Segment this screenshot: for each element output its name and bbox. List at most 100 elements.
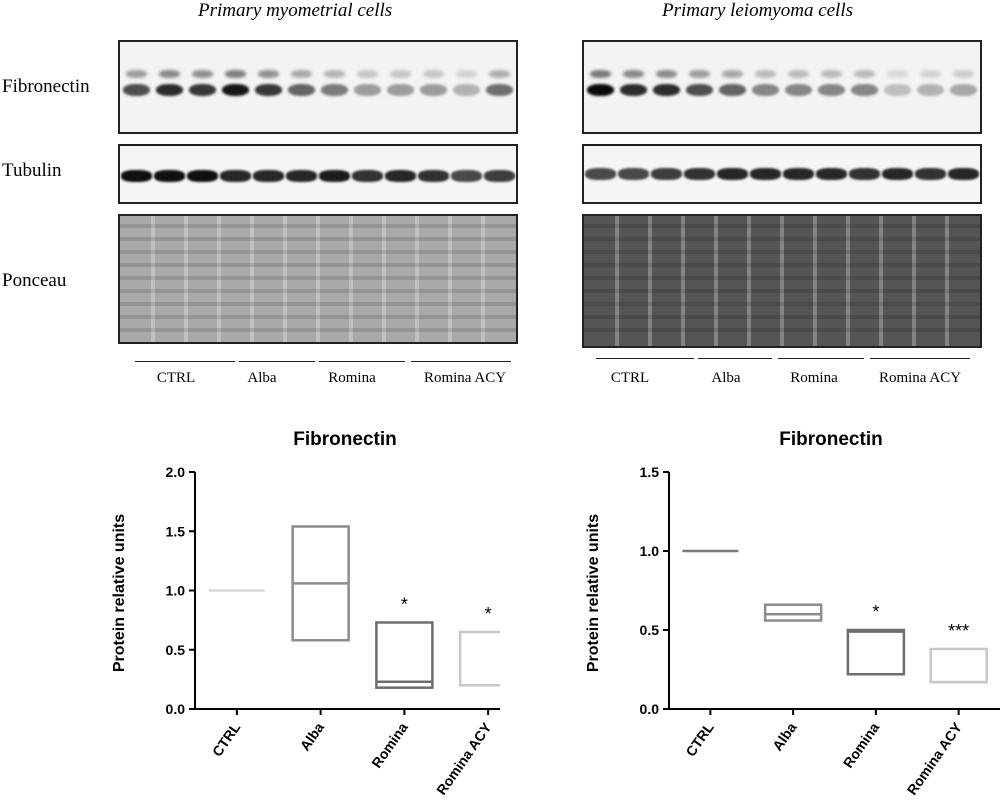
blot-band bbox=[882, 168, 913, 180]
blot-band-faint bbox=[291, 70, 312, 78]
y-tick-label: 0.5 bbox=[640, 622, 660, 638]
blot-band bbox=[651, 168, 682, 180]
lane-divider bbox=[448, 216, 452, 342]
x-tick-label: Romina bbox=[368, 719, 411, 770]
lane-divider bbox=[250, 216, 254, 342]
blot-band-faint bbox=[590, 70, 611, 78]
blot-band-faint bbox=[689, 70, 710, 78]
fibronectin-blot-myometrial bbox=[118, 40, 518, 134]
y-tick-label: 1.0 bbox=[166, 583, 186, 599]
blot-band bbox=[222, 84, 249, 96]
blot-band bbox=[585, 168, 616, 180]
blot-band bbox=[752, 84, 779, 96]
lane-divider bbox=[714, 216, 718, 346]
blot-band-faint bbox=[324, 70, 345, 78]
blot-band bbox=[354, 84, 381, 96]
protein-band bbox=[584, 302, 980, 306]
lane-divider bbox=[316, 216, 320, 342]
significance-marker: *** bbox=[948, 621, 969, 641]
protein-band bbox=[120, 224, 516, 228]
blot-band-faint bbox=[126, 70, 147, 78]
blot-band-faint bbox=[854, 70, 875, 78]
blot-band bbox=[220, 170, 251, 182]
blot-band-faint bbox=[423, 70, 444, 78]
protein-band bbox=[584, 328, 980, 332]
box bbox=[763, 603, 823, 622]
blot-band bbox=[286, 170, 317, 182]
blot-band-faint bbox=[225, 70, 246, 78]
row-label-tubulin: Tubulin bbox=[2, 160, 62, 181]
blot-band bbox=[620, 84, 647, 96]
protein-band bbox=[120, 250, 516, 254]
x-tick-label: Romina ACY bbox=[433, 719, 495, 798]
x-tick-label: CTRL bbox=[682, 719, 717, 759]
blot-band bbox=[451, 170, 482, 182]
chart-title: Fibronectin bbox=[293, 429, 396, 450]
box bbox=[846, 628, 906, 676]
row-label-fibronectin: Fibronectin bbox=[2, 76, 90, 97]
lane-divider bbox=[780, 216, 784, 346]
lane-divider bbox=[813, 216, 817, 346]
protein-band bbox=[584, 224, 980, 228]
box bbox=[929, 647, 988, 684]
lane-divider bbox=[648, 216, 652, 346]
ponceau-blot-myometrial bbox=[118, 214, 518, 344]
protein-band bbox=[120, 276, 516, 280]
tubulin-blot-leiomyoma bbox=[582, 144, 982, 204]
protein-band bbox=[584, 250, 980, 254]
blot-band-faint bbox=[390, 70, 411, 78]
x-tick-label: Romina bbox=[840, 719, 883, 770]
blot-band-faint bbox=[489, 70, 510, 78]
blot-band bbox=[319, 170, 350, 182]
blot-band bbox=[187, 170, 218, 182]
y-tick-label: 2.0 bbox=[166, 464, 186, 480]
lane-divider bbox=[879, 216, 883, 346]
blot-band bbox=[653, 84, 680, 96]
blot-band bbox=[121, 170, 152, 182]
blot-band bbox=[750, 168, 781, 180]
blot-band-faint bbox=[656, 70, 677, 78]
blot-title-leiomyoma: Primary leiomyoma cells bbox=[662, 0, 854, 21]
protein-band bbox=[120, 328, 516, 332]
group-line bbox=[698, 358, 772, 359]
lane-divider bbox=[912, 216, 916, 346]
blot-band bbox=[785, 84, 812, 96]
lane-group-label: Alba bbox=[711, 370, 741, 386]
protein-band bbox=[584, 276, 980, 280]
significance-marker: * bbox=[485, 604, 492, 624]
blot-band bbox=[851, 84, 878, 96]
blot-band bbox=[288, 84, 315, 96]
group-line bbox=[870, 358, 970, 359]
blot-band-faint bbox=[456, 70, 477, 78]
blot-band bbox=[849, 168, 880, 180]
group-line bbox=[319, 361, 405, 362]
y-tick-label: 1.5 bbox=[640, 464, 660, 480]
y-tick-label: 1.5 bbox=[166, 523, 186, 539]
lane-divider bbox=[681, 216, 685, 346]
blot-band bbox=[884, 84, 911, 96]
blot-band-faint bbox=[920, 70, 941, 78]
group-line bbox=[411, 361, 511, 362]
row-label-ponceau: Ponceau bbox=[2, 270, 67, 291]
y-tick-label: 1.0 bbox=[640, 543, 660, 559]
blot-title-myometrial: Primary myometrial cells bbox=[198, 0, 393, 21]
blot-band-faint bbox=[887, 70, 908, 78]
group-line bbox=[596, 358, 694, 359]
blot-band-faint bbox=[357, 70, 378, 78]
blot-band bbox=[484, 170, 515, 182]
blot-band bbox=[719, 84, 746, 96]
lane-group-label: Alba bbox=[247, 370, 277, 386]
protein-band bbox=[584, 289, 980, 293]
blot-band bbox=[917, 84, 944, 96]
y-tick-label: 0.0 bbox=[166, 701, 186, 717]
blot-band bbox=[684, 168, 715, 180]
blot-band bbox=[950, 84, 977, 96]
lane-group-label: Romina ACY bbox=[423, 370, 507, 386]
y-tick-label: 0.0 bbox=[640, 701, 660, 717]
blot-band bbox=[915, 168, 946, 180]
protein-band bbox=[120, 315, 516, 319]
blot-band-faint bbox=[755, 70, 776, 78]
fibronectin-chart-leiomyoma: Fibronectin Protein relative units 0.0 0.… bbox=[585, 429, 1000, 798]
lane-group-label: Romina bbox=[790, 370, 838, 386]
box bbox=[458, 630, 500, 687]
